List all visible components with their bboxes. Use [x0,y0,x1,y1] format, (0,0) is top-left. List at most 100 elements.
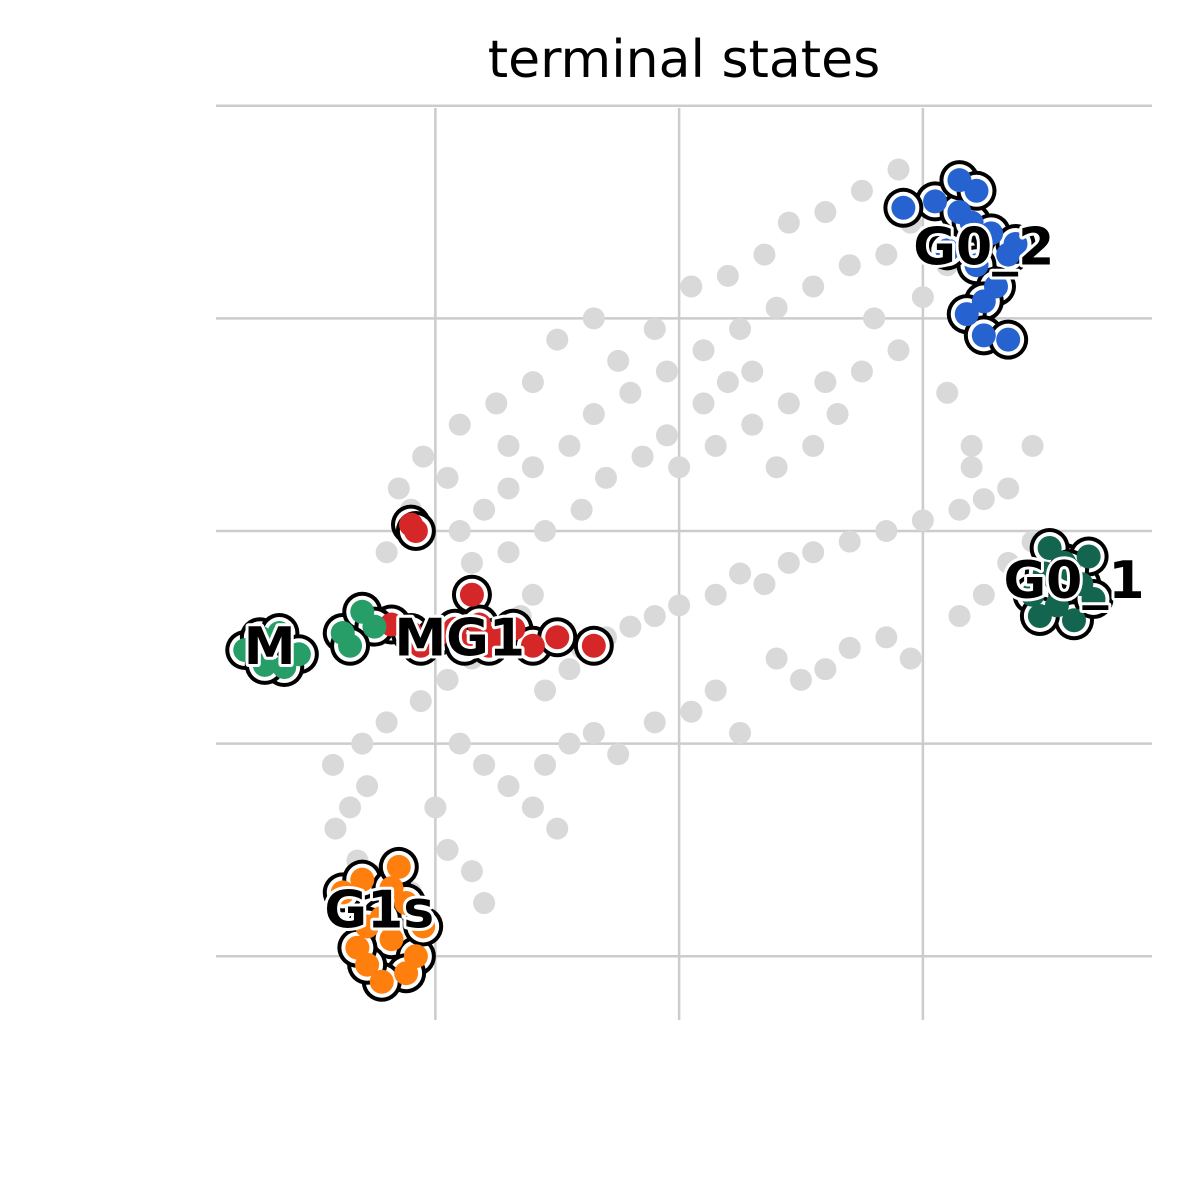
background-point [448,519,471,542]
background-point [692,392,715,415]
background-point [741,413,764,436]
background-point [436,838,459,861]
state-label-g0-2: G0_2 [913,217,1054,277]
background-point [777,211,800,234]
background-point [838,636,861,659]
point-g0-2 [964,178,989,203]
background-point [887,158,910,181]
background-point [887,339,910,362]
background-point [997,551,1020,574]
background-point [668,456,691,479]
background-point [521,583,544,606]
point-g1s [369,969,394,994]
point-g0-1 [1037,535,1062,560]
point-g1s [350,867,375,892]
point-m [362,614,387,639]
background-point [765,296,788,319]
background-point [558,658,581,681]
point-g1s [394,961,419,986]
background-point [814,658,837,681]
background-point [546,817,569,840]
point-g0-2 [971,289,996,314]
background-point [972,488,995,511]
point-g0-2 [954,302,979,327]
background-point [643,605,666,628]
background-point [729,721,752,744]
background-point [875,243,898,266]
background-point [436,668,459,691]
point-g0-2 [971,323,996,348]
point-m [267,621,292,646]
background-point [960,434,983,457]
point-g0-2 [935,238,960,263]
point-g0-2 [923,189,948,214]
background-point [448,732,471,755]
background-point [619,615,642,638]
point-mg1 [467,612,492,637]
background-point [570,498,593,521]
background-points [322,158,1044,915]
background-point [753,573,776,596]
point-g0-2 [959,210,984,235]
state-label-mg1: MG1 [394,609,525,669]
background-point [643,711,666,734]
background-point [716,371,739,394]
point-m [338,633,363,658]
background-point [607,349,630,372]
background-point [375,541,398,564]
point-m [252,652,277,677]
point-g0-1 [1057,557,1082,582]
background-point [790,668,812,691]
point-mg1 [581,633,606,658]
background-point [546,328,569,351]
background-point [680,275,703,298]
background-point [668,594,691,617]
chart-title: terminal states [487,30,881,90]
background-point [473,892,496,915]
background-point [436,466,459,489]
point-g0-2 [979,221,1004,246]
point-g0-2 [891,195,916,220]
background-point [814,371,837,394]
point-g0-1 [1062,608,1086,633]
background-point [911,509,934,532]
point-mg1 [403,518,428,543]
background-point [322,753,344,776]
background-point [582,721,605,744]
background-point [716,264,739,287]
point-g0-2 [996,327,1021,352]
background-point [655,360,678,383]
background-point [765,456,788,479]
point-mg1 [452,633,477,658]
point-g1s [345,935,370,960]
background-point [765,647,788,670]
background-point [936,381,959,404]
point-m [272,655,297,680]
point-g0-1 [1020,582,1045,607]
state-labels: G0_2 G0_1 MG1 M G1s [241,214,1148,943]
background-point [582,403,605,426]
background-point [729,317,752,340]
point-g1s [379,876,404,901]
background-point [607,743,630,766]
background-point [948,498,971,521]
background-point [521,371,544,394]
background-point [619,381,642,404]
background-point [802,275,825,298]
background-point [875,519,898,542]
background-point [863,307,886,330]
background-point [680,700,703,723]
background-point [850,360,873,383]
point-g0-1 [1032,561,1057,586]
background-point [777,392,800,415]
background-point [375,711,398,734]
background-point [521,796,544,819]
background-point [802,434,825,457]
background-point [460,860,483,883]
background-point [387,477,410,500]
background-point [875,626,898,649]
background-point [448,413,471,436]
point-mg1 [545,625,570,650]
background-point [558,434,581,457]
